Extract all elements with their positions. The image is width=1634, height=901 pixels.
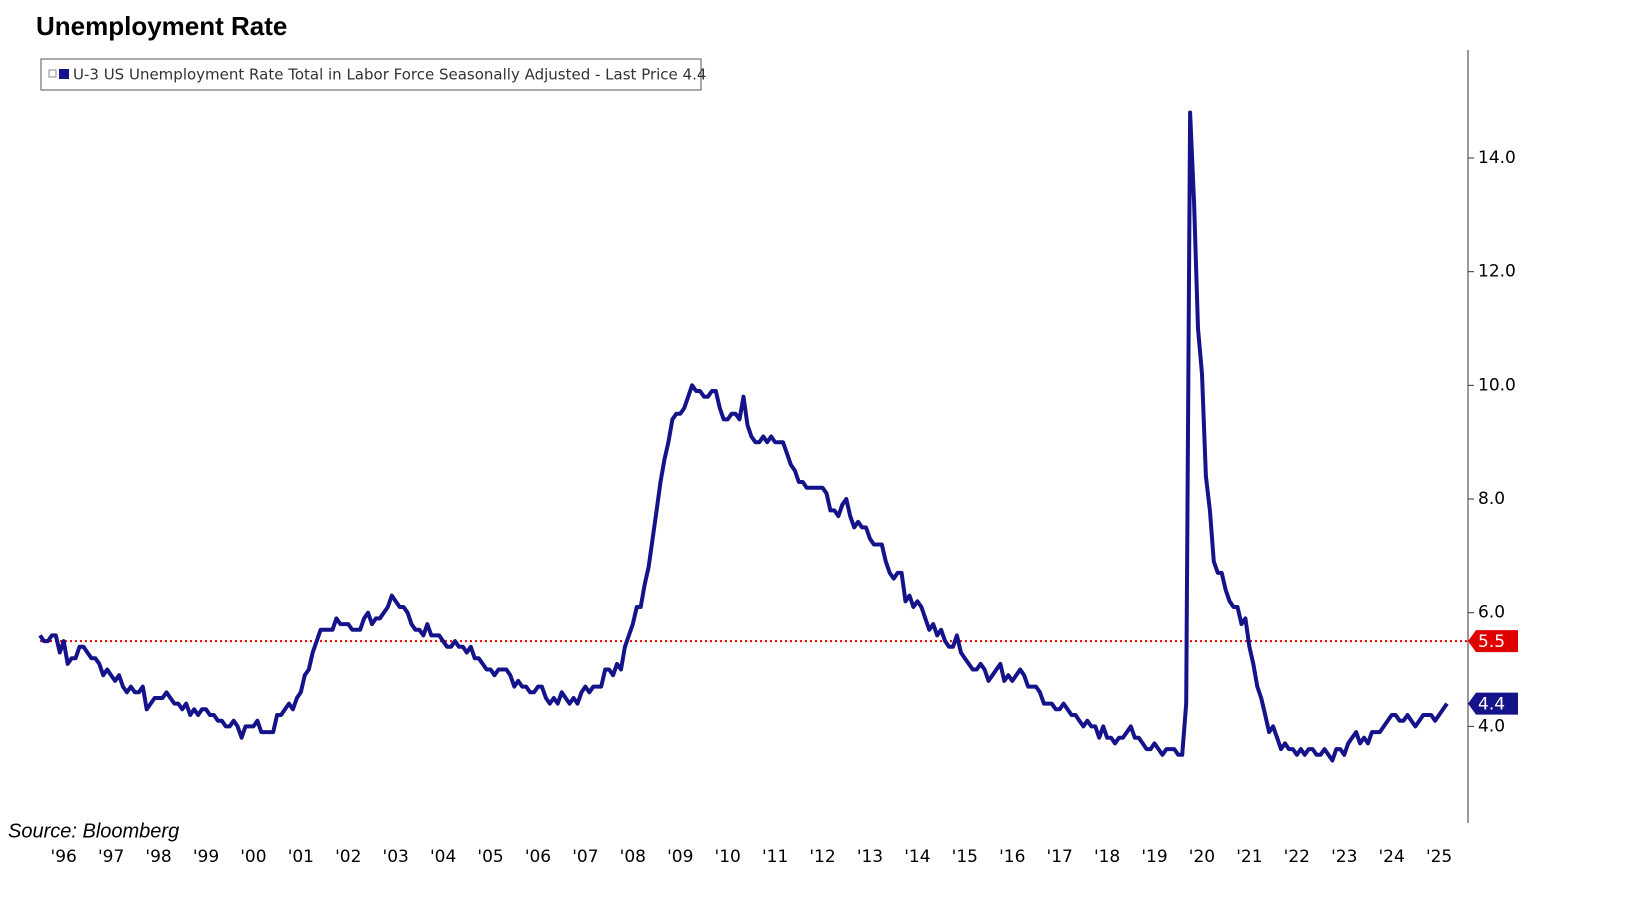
x-tick-label: '17	[1047, 847, 1073, 867]
x-tick-label: '12	[809, 847, 835, 867]
x-tick-label: '22	[1284, 847, 1310, 867]
last-value-label: 4.4	[1478, 695, 1505, 715]
y-tick-label: 6.0	[1478, 603, 1505, 623]
x-tick-label: '99	[193, 847, 219, 867]
x-tick-label: '98	[145, 847, 171, 867]
x-tick-label: '07	[572, 847, 598, 867]
y-tick-label: 14.0	[1478, 148, 1516, 168]
x-tick-label: '96	[51, 847, 77, 867]
x-tick-label: '97	[98, 847, 124, 867]
x-tick-label: '04	[430, 847, 456, 867]
x-tick-label: '11	[762, 847, 788, 867]
x-tick-label: '14	[904, 847, 930, 867]
y-tick-label: 12.0	[1478, 262, 1516, 282]
x-tick-label: '09	[667, 847, 693, 867]
x-tick-label: '16	[999, 847, 1025, 867]
x-tick-label: '21	[1236, 847, 1262, 867]
x-tick-label: '25	[1426, 847, 1452, 867]
source-note: Source: Bloomberg	[8, 820, 179, 842]
x-tick-label: '05	[477, 847, 503, 867]
legend-label: U-3 US Unemployment Rate Total in Labor …	[73, 66, 706, 84]
chart-title: Unemployment Rate	[36, 11, 287, 41]
x-tick-label: '15	[952, 847, 978, 867]
y-tick-label: 8.0	[1478, 489, 1505, 509]
y-tick-label: 10.0	[1478, 375, 1516, 395]
x-tick-label: '20	[1189, 847, 1215, 867]
x-tick-label: '03	[383, 847, 409, 867]
legend-box	[40, 58, 702, 91]
x-tick-label: '06	[525, 847, 551, 867]
x-tick-label: '08	[620, 847, 646, 867]
x-tick-label: '02	[335, 847, 361, 867]
last-value-label-bg	[1468, 692, 1518, 715]
x-tick-label: '10	[715, 847, 741, 867]
x-tick-label: '23	[1331, 847, 1357, 867]
x-tick-label: '00	[240, 847, 266, 867]
x-tick-label: '19	[1141, 847, 1167, 867]
legend-toggle	[48, 69, 57, 78]
x-tick-label: '01	[288, 847, 314, 867]
x-tick-label: '24	[1379, 847, 1405, 867]
x-tick-label: '18	[1094, 847, 1120, 867]
y-tick-label: 4.0	[1478, 716, 1505, 736]
x-tick-label: '13	[857, 847, 883, 867]
reference-label: 5.5	[1478, 632, 1505, 652]
series-line	[38, 110, 1449, 763]
legend-swatch	[59, 69, 69, 79]
reference-label-bg	[1468, 630, 1518, 653]
